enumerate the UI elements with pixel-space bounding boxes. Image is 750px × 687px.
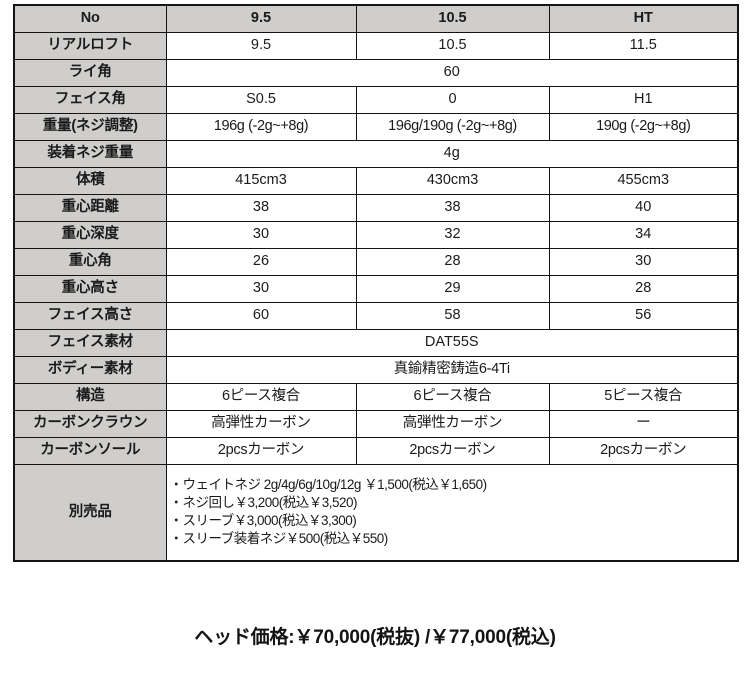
spec-table-container: No 9.5 10.5 HT リアルロフト 9.5 10.5 11.5 ライ角 …	[13, 4, 739, 562]
cell-cg-height-95: 30	[165, 274, 357, 303]
cell-cg-depth-95: 30	[165, 220, 357, 249]
row-label-carbon-sole: カーボンソール	[13, 436, 167, 465]
cell-cg-distance-105: 38	[355, 193, 550, 222]
cell-mounted-screw-weight-all: 4g	[165, 139, 739, 168]
row-label-face-material: フェイス素材	[13, 328, 167, 357]
cell-carbon-crown-95: 高弾性カーボン	[165, 409, 357, 438]
cell-real-loft-95: 9.5	[165, 31, 357, 60]
row-label-face-angle: フェイス角	[13, 85, 167, 114]
cell-real-loft-ht: 11.5	[548, 31, 739, 60]
cell-volume-105: 430cm3	[355, 166, 550, 195]
table-row: 装着ネジ重量 4g	[13, 139, 739, 168]
cell-cg-distance-ht: 40	[548, 193, 739, 222]
table-row: フェイス素材 DAT55S	[13, 328, 739, 357]
row-label-cg-height: 重心高さ	[13, 274, 167, 303]
optional-items-text: ・ウェイトネジ 2g/4g/6g/10g/12g ￥1,500(税込￥1,650…	[169, 477, 488, 547]
row-label-real-loft: リアルロフト	[13, 31, 167, 60]
table-row: カーボンソール 2pcsカーボン 2pcsカーボン 2pcsカーボン	[13, 436, 739, 465]
cell-cg-height-105: 29	[355, 274, 550, 303]
cell-real-loft-105: 10.5	[355, 31, 550, 60]
cell-construction-105: 6ピース複合	[355, 382, 550, 411]
cell-construction-95: 6ピース複合	[165, 382, 357, 411]
cell-cg-depth-105: 32	[355, 220, 550, 249]
table-row: 重心高さ 30 29 28	[13, 274, 739, 303]
row-label-weight-screw-adjust: 重量(ネジ調整)	[13, 112, 167, 141]
cell-volume-95: 415cm3	[165, 166, 357, 195]
cell-body-material-all: 真鍮精密鋳造6-4Ti	[165, 355, 739, 384]
row-label-no: No	[13, 4, 167, 33]
table-row: 重量(ネジ調整) 196g (-2g~+8g) 196g/190g (-2g~+…	[13, 112, 739, 141]
row-label-volume: 体積	[13, 166, 167, 195]
cell-carbon-sole-ht: 2pcsカーボン	[548, 436, 739, 465]
row-label-optional-items: 別売品	[13, 463, 167, 562]
cell-face-height-95: 60	[165, 301, 357, 330]
cell-carbon-crown-ht: ー	[548, 409, 739, 438]
cell-carbon-crown-105: 高弾性カーボン	[355, 409, 550, 438]
table-row: リアルロフト 9.5 10.5 11.5	[13, 31, 739, 60]
cell-face-angle-ht: H1	[548, 85, 739, 114]
table-row: 体積 415cm3 430cm3 455cm3	[13, 166, 739, 195]
table-row: 構造 6ピース複合 6ピース複合 5ピース複合	[13, 382, 739, 411]
cell-cg-height-ht: 28	[548, 274, 739, 303]
spec-table-body: No 9.5 10.5 HT リアルロフト 9.5 10.5 11.5 ライ角 …	[13, 4, 739, 562]
row-label-mounted-screw-weight: 装着ネジ重量	[13, 139, 167, 168]
cell-cg-depth-ht: 34	[548, 220, 739, 249]
cell-carbon-sole-95: 2pcsカーボン	[165, 436, 357, 465]
column-header-95: 9.5	[165, 4, 357, 33]
table-row: No 9.5 10.5 HT	[13, 4, 739, 33]
cell-face-angle-95: S0.5	[165, 85, 357, 114]
row-label-construction: 構造	[13, 382, 167, 411]
table-row: フェイス角 S0.5 0 H1	[13, 85, 739, 114]
table-row: 重心距離 38 38 40	[13, 193, 739, 222]
cell-face-angle-105: 0	[355, 85, 550, 114]
row-label-cg-angle: 重心角	[13, 247, 167, 276]
row-label-lie-angle: ライ角	[13, 58, 167, 87]
cell-face-material-all: DAT55S	[165, 328, 739, 357]
cell-weight-95: 196g (-2g~+8g)	[165, 112, 357, 141]
table-row: 重心深度 30 32 34	[13, 220, 739, 249]
column-header-ht: HT	[548, 4, 739, 33]
row-label-carbon-crown: カーボンクラウン	[13, 409, 167, 438]
cell-weight-105: 196g/190g (-2g~+8g)	[355, 112, 550, 141]
cell-carbon-sole-105: 2pcsカーボン	[355, 436, 550, 465]
row-label-cg-distance: 重心距離	[13, 193, 167, 222]
head-price-line: ヘッド価格:￥70,000(税抜) /￥77,000(税込)	[194, 627, 556, 648]
cell-optional-items-all: ・ウェイトネジ 2g/4g/6g/10g/12g ￥1,500(税込￥1,650…	[165, 463, 739, 562]
cell-lie-angle-all: 60	[165, 58, 739, 87]
cell-construction-ht: 5ピース複合	[548, 382, 739, 411]
table-row: フェイス高さ 60 58 56	[13, 301, 739, 330]
cell-volume-ht: 455cm3	[548, 166, 739, 195]
table-row: 別売品 ・ウェイトネジ 2g/4g/6g/10g/12g ￥1,500(税込￥1…	[13, 463, 739, 562]
row-label-cg-depth: 重心深度	[13, 220, 167, 249]
row-label-face-height: フェイス高さ	[13, 301, 167, 330]
cell-cg-angle-95: 26	[165, 247, 357, 276]
cell-cg-angle-ht: 30	[548, 247, 739, 276]
cell-weight-ht: 190g (-2g~+8g)	[548, 112, 739, 141]
table-row: カーボンクラウン 高弾性カーボン 高弾性カーボン ー	[13, 409, 739, 438]
table-row: 重心角 26 28 30	[13, 247, 739, 276]
table-row: ライ角 60	[13, 58, 739, 87]
cell-cg-angle-105: 28	[355, 247, 550, 276]
row-label-body-material: ボディー素材	[13, 355, 167, 384]
cell-face-height-105: 58	[355, 301, 550, 330]
cell-cg-distance-95: 38	[165, 193, 357, 222]
club-spec-table: No 9.5 10.5 HT リアルロフト 9.5 10.5 11.5 ライ角 …	[13, 4, 739, 562]
column-header-105: 10.5	[355, 4, 550, 33]
cell-face-height-ht: 56	[548, 301, 739, 330]
table-row: ボディー素材 真鍮精密鋳造6-4Ti	[13, 355, 739, 384]
